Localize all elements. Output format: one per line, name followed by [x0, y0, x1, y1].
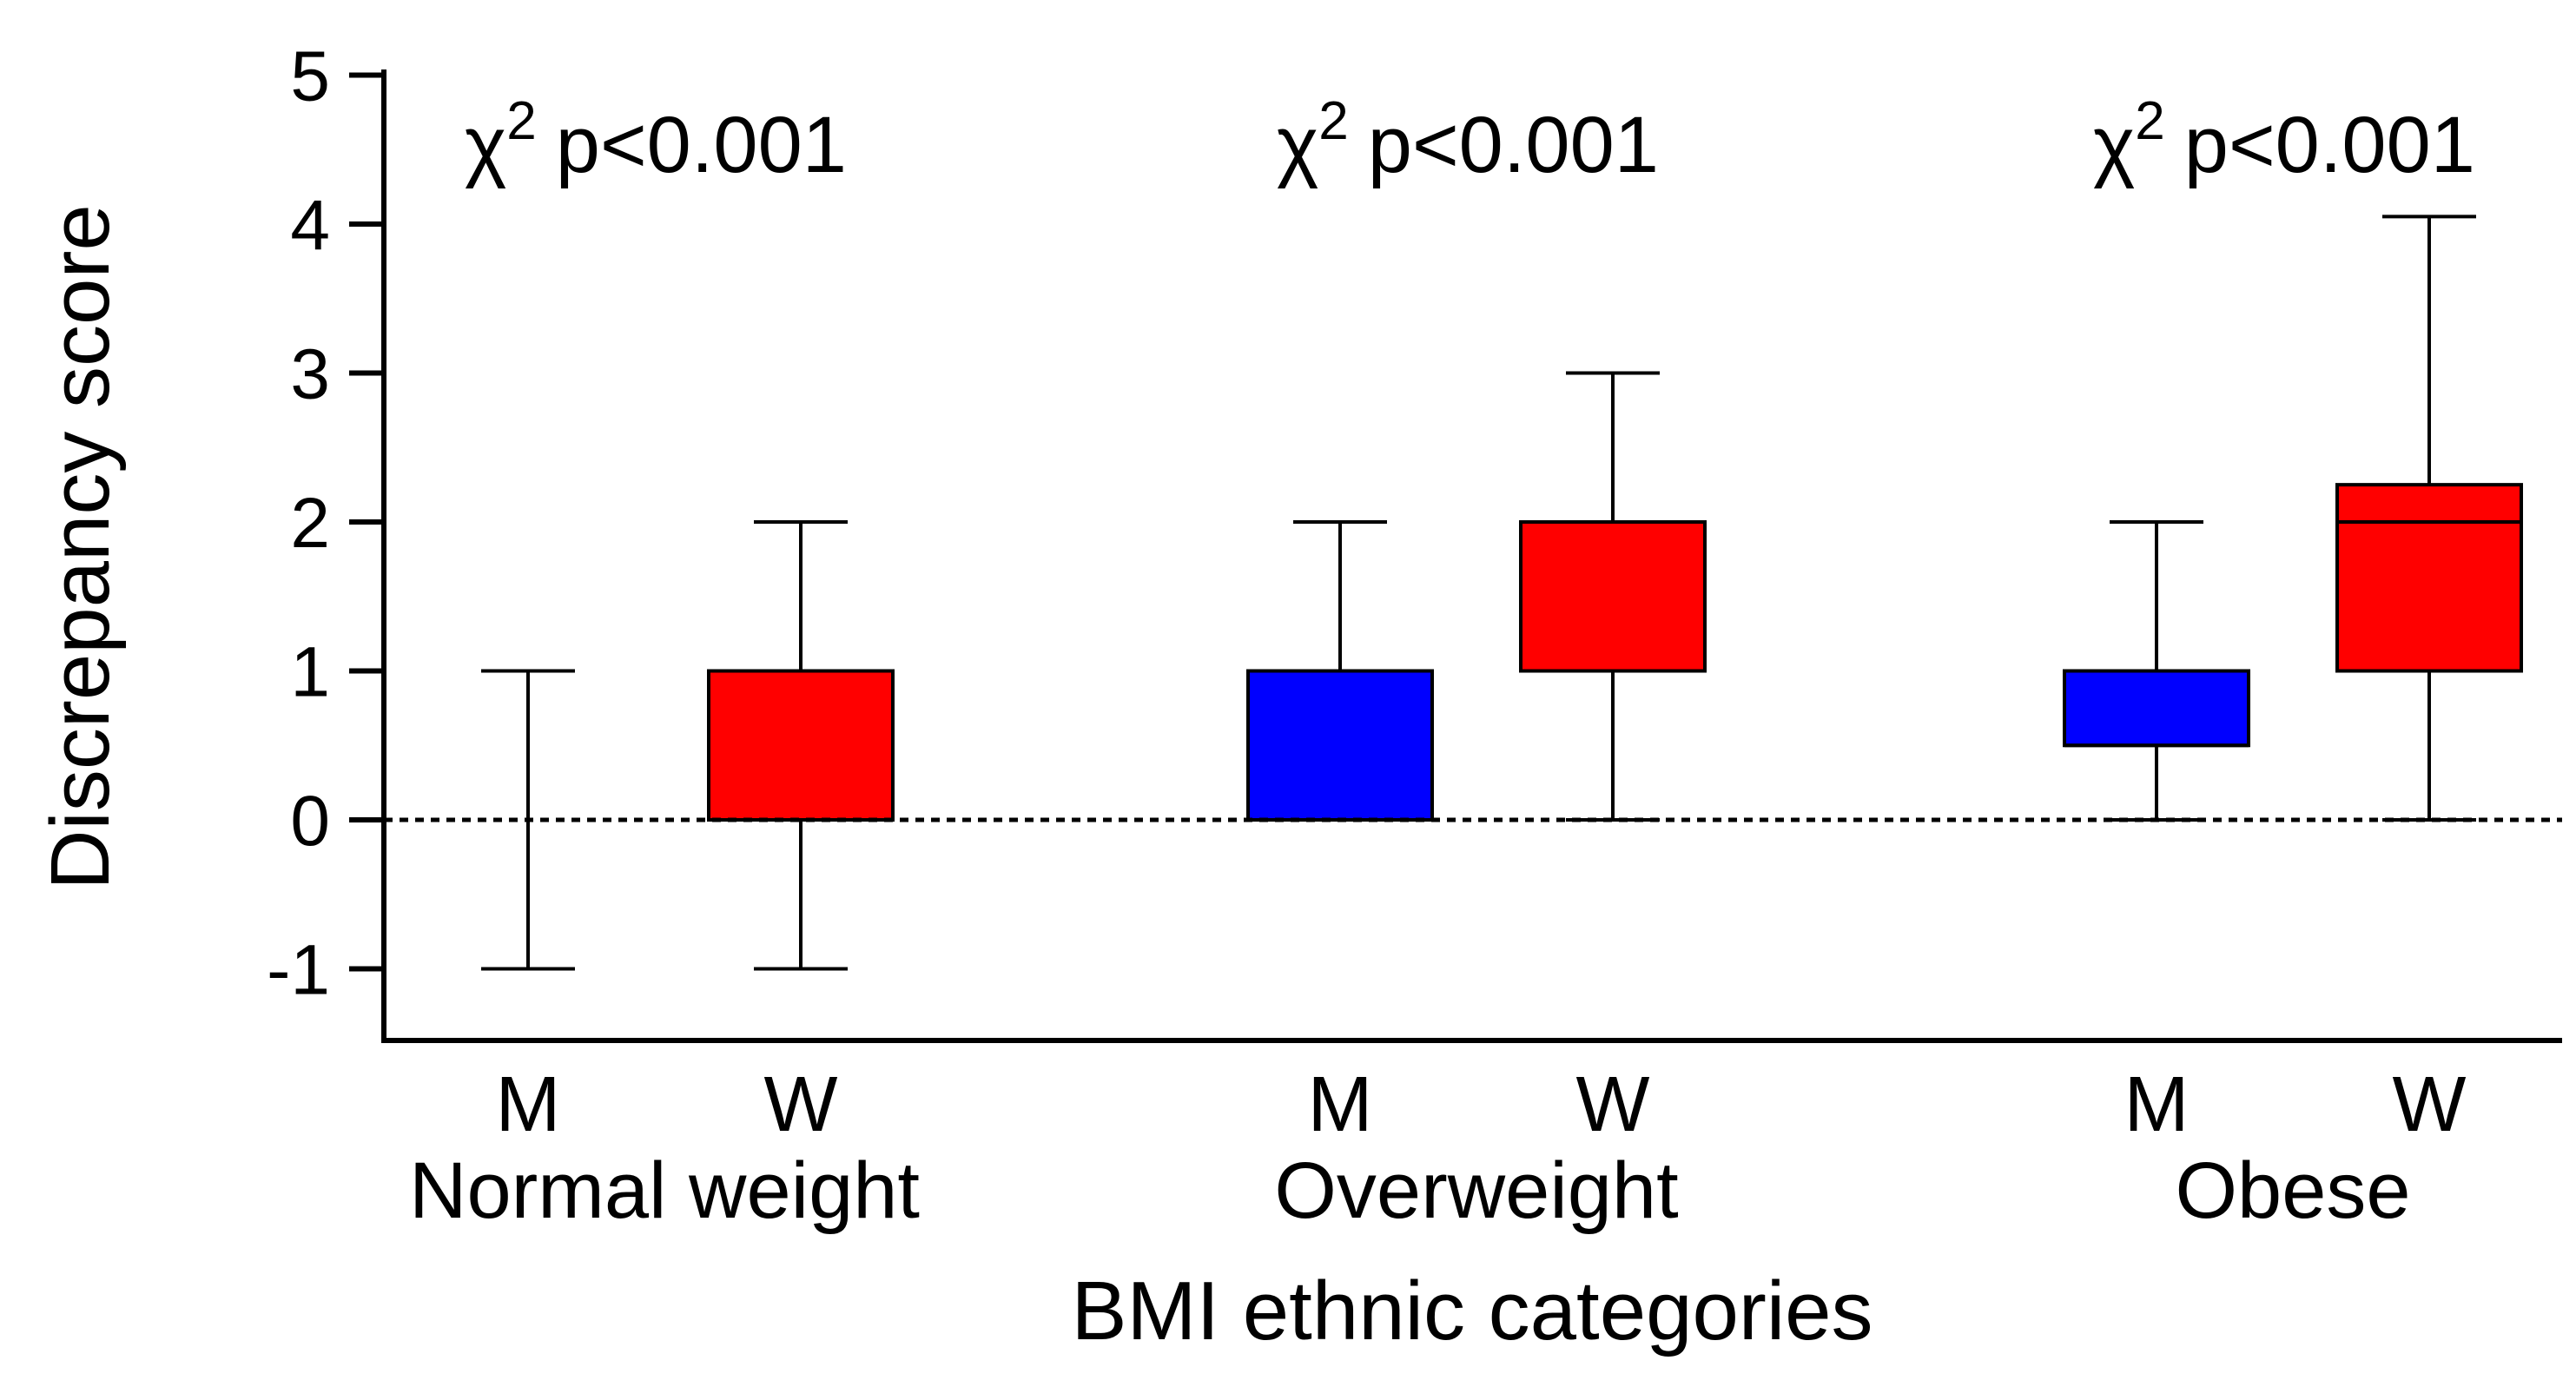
y-tick-label: 5 [290, 37, 330, 116]
x-axis-title: BMI ethnic categories [1071, 1265, 1873, 1357]
category-label: M [2124, 1061, 2190, 1148]
significance-annotation: χ2 p<0.001 [2093, 91, 2475, 189]
y-tick-label: 1 [290, 633, 330, 712]
category-label: W [2393, 1061, 2467, 1148]
y-tick-label: -1 [267, 931, 330, 1010]
group-label: Obese [2175, 1146, 2410, 1235]
category-label: W [1576, 1061, 1650, 1148]
box-W [707, 669, 895, 822]
group-label: Normal weight [409, 1146, 920, 1235]
y-tick-label: 4 [290, 186, 330, 265]
box-W [1519, 520, 1707, 673]
significance-annotation: χ2 p<0.001 [1277, 91, 1659, 189]
y-tick-label: 2 [290, 484, 330, 563]
box-W [2335, 483, 2523, 673]
category-label: M [496, 1061, 561, 1148]
category-label: M [1308, 1061, 1373, 1148]
box-M [1246, 669, 1434, 822]
y-tick-label: 0 [290, 782, 330, 861]
significance-annotation: χ2 p<0.001 [465, 91, 847, 189]
y-axis-title: Discrepancy score [34, 204, 127, 890]
group-label: Overweight [1274, 1146, 1678, 1235]
y-tick-label: 3 [290, 335, 330, 414]
box-M [2063, 669, 2250, 748]
category-label: W [764, 1061, 838, 1148]
